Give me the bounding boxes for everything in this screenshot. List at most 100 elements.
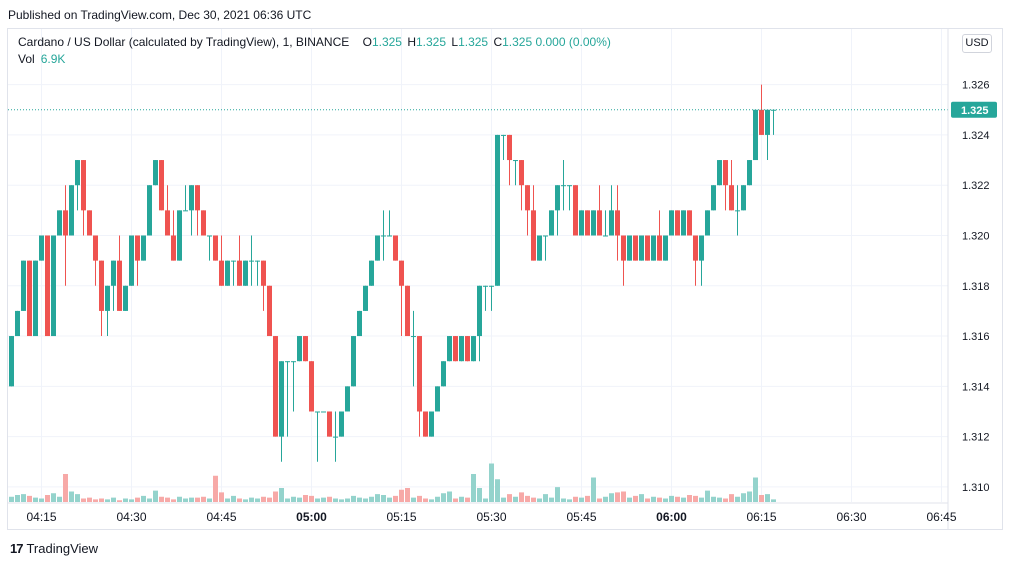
- volume-bar: [237, 498, 242, 502]
- volume-bar: [441, 493, 446, 502]
- grid-lines: [8, 29, 948, 502]
- volume-bar: [543, 494, 548, 502]
- candlesticks: [9, 84, 776, 462]
- volume-bar: [99, 498, 104, 502]
- volume-bar: [231, 495, 236, 502]
- volume-bar: [525, 495, 530, 502]
- candle-body: [21, 260, 26, 311]
- tradingview-logo-icon: 17: [10, 541, 24, 556]
- candle-body: [267, 285, 272, 337]
- time-tick-label: 05:00: [296, 510, 327, 524]
- volume-bar: [327, 496, 332, 502]
- volume-bar: [645, 498, 650, 502]
- volume-bar: [471, 474, 476, 502]
- volume-bar: [183, 498, 188, 502]
- candle-body: [555, 185, 560, 211]
- candle-body: [735, 210, 740, 212]
- candle-body: [525, 185, 530, 211]
- volume-bar: [747, 491, 752, 502]
- candle-body: [675, 210, 680, 236]
- currency-button[interactable]: USD: [962, 34, 992, 53]
- volume-bar: [483, 498, 488, 502]
- volume-bar: [315, 498, 320, 502]
- candle-body: [309, 361, 314, 412]
- volume-bar: [369, 496, 374, 502]
- candle-body: [183, 210, 188, 212]
- price-axis[interactable]: 1.310 1.312 1.314 1.316 1.318 1.320 1.322 1.324…: [947, 29, 990, 529]
- volume-bar: [615, 492, 620, 502]
- candle-body: [279, 361, 284, 437]
- candle-body: [243, 260, 248, 286]
- volume-bar: [129, 499, 134, 502]
- legend-ohlc: Cardano / US Dollar (calculated by Tradi…: [18, 35, 611, 49]
- volume-bar: [345, 498, 350, 502]
- candle-body: [483, 285, 488, 287]
- volume-bar: [633, 495, 638, 502]
- volume-bar: [261, 496, 266, 502]
- volume-bar: [381, 495, 386, 502]
- volume-bar: [669, 495, 674, 502]
- candle-body: [573, 185, 578, 236]
- candle-body: [501, 134, 506, 136]
- volume-bar: [135, 497, 140, 502]
- candle-body: [597, 210, 602, 236]
- time-tick-label: 05:15: [386, 510, 416, 524]
- volume-bar: [711, 496, 716, 502]
- volume-bar: [405, 488, 410, 502]
- high-value: 1.325: [416, 35, 447, 49]
- candle-body: [441, 361, 446, 387]
- candle-body: [33, 260, 38, 337]
- symbol-title[interactable]: Cardano / US Dollar (calculated by Tradi…: [18, 35, 350, 49]
- volume-bar: [9, 496, 14, 502]
- volume-bar: [189, 497, 194, 502]
- candle-body: [159, 160, 164, 211]
- volume-bar: [45, 495, 50, 502]
- volume-bar: [579, 497, 584, 502]
- candle-body: [153, 160, 158, 186]
- volume-bar: [81, 498, 86, 502]
- volume-bar: [63, 474, 68, 502]
- open-value: 1.325: [371, 35, 402, 49]
- candle-body: [411, 336, 416, 338]
- chart-frame: [7, 28, 1003, 530]
- volume-bar: [15, 495, 20, 502]
- volume-bar: [729, 494, 734, 502]
- candle-body: [303, 336, 308, 362]
- candle-body: [741, 185, 746, 211]
- volume-bar: [549, 497, 554, 502]
- volume-bar: [771, 499, 776, 502]
- volume-bar: [675, 496, 680, 502]
- candle-body: [237, 260, 242, 286]
- time-tick-label: 04:30: [116, 510, 146, 524]
- volume-bar: [165, 497, 170, 502]
- candle-body: [291, 361, 296, 363]
- candle-body: [549, 210, 554, 236]
- candle-body: [633, 235, 638, 261]
- time-axis[interactable]: 04:15 04:30 04:45 05:00 05:15 05:30 05:45 06:00…: [8, 502, 957, 524]
- footer-brand[interactable]: 17 TradingView: [10, 541, 98, 556]
- candle-body: [363, 285, 368, 311]
- volume-bar: [621, 491, 626, 502]
- volume-bar: [495, 479, 500, 502]
- volume-bar: [687, 495, 692, 502]
- volume-bar: [21, 494, 26, 502]
- candle-body: [9, 336, 14, 387]
- candle-body: [435, 386, 440, 412]
- candle-body: [81, 160, 86, 211]
- volume-bar: [759, 495, 764, 502]
- candle-body: [219, 260, 224, 286]
- candle-body: [111, 260, 116, 286]
- candle-body: [123, 285, 128, 311]
- volume-bar: [159, 496, 164, 502]
- volume-bar: [201, 496, 206, 502]
- volume-bar: [357, 497, 362, 502]
- volume-bar: [291, 496, 296, 502]
- candle-body: [651, 235, 656, 261]
- candle-body: [285, 361, 290, 363]
- time-tick-label: 05:45: [566, 510, 596, 524]
- candle-body: [705, 210, 710, 236]
- volume-bar: [651, 496, 656, 502]
- volume-bar: [489, 463, 494, 502]
- candle-body: [693, 235, 698, 261]
